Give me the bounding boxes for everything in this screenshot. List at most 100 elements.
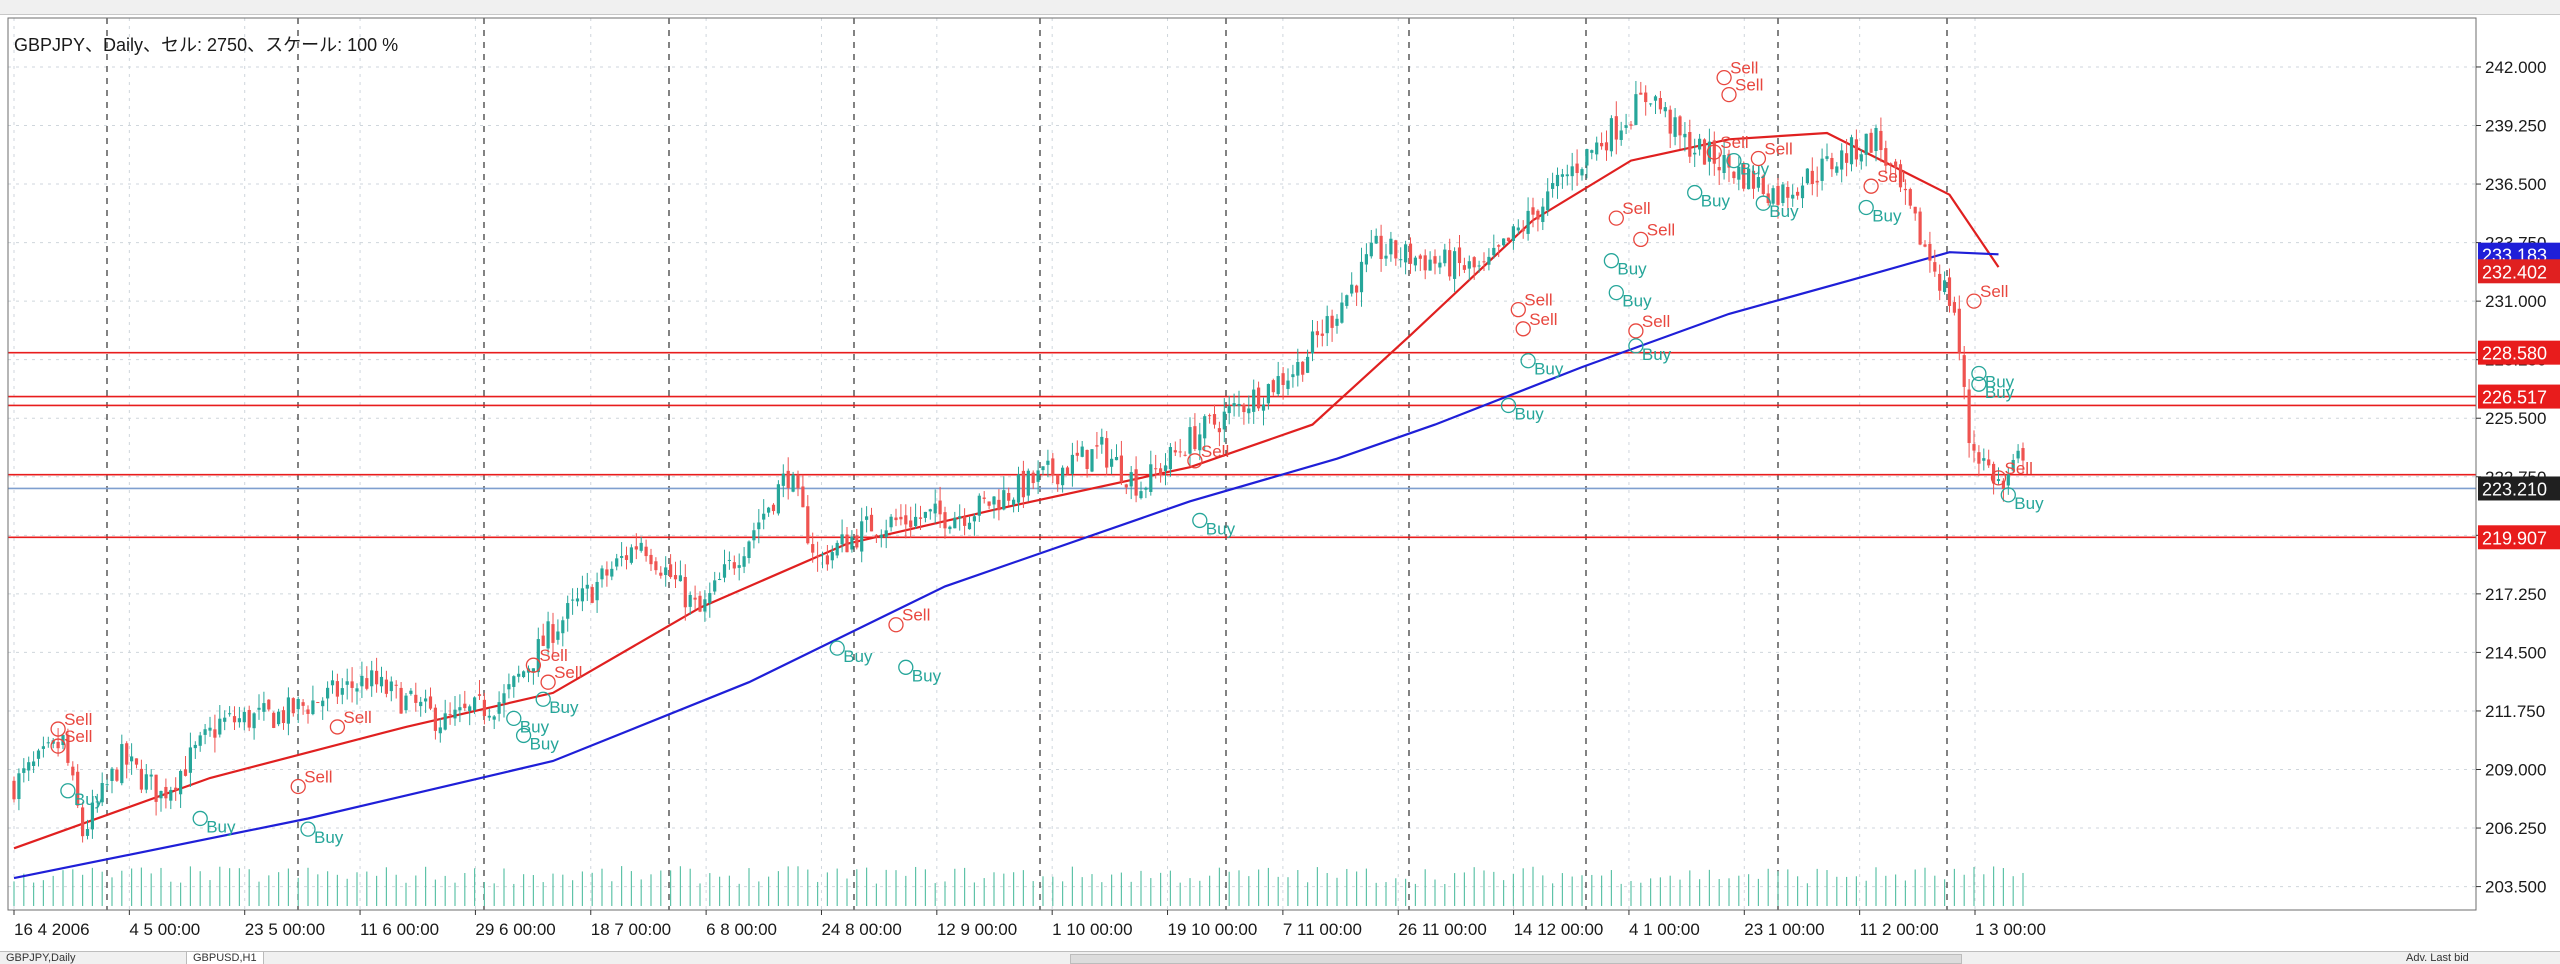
candle-body <box>1413 257 1417 266</box>
candle-body <box>629 547 633 563</box>
candle-body <box>644 546 648 557</box>
candle-body <box>1526 210 1530 234</box>
candle-body <box>1291 374 1295 378</box>
sell-signal-label: Sell <box>1730 59 1758 78</box>
buy-signal-marker <box>2000 487 2016 503</box>
buy-signal-label: Buy <box>1515 404 1545 423</box>
candle-body <box>1938 273 1942 291</box>
candle-body <box>1159 468 1163 475</box>
candle-body <box>2001 480 2005 490</box>
candles <box>12 80 2025 843</box>
candle-body <box>1536 210 1540 220</box>
candle-body <box>1144 487 1148 490</box>
buy-signal-label: Buy <box>1622 292 1652 311</box>
moving-averages <box>13 131 2000 880</box>
candle-body <box>1683 133 1687 138</box>
candle-body <box>649 554 653 565</box>
buy-signal-marker <box>1500 397 1517 414</box>
buy-signal-label: Buy <box>1872 206 1902 225</box>
candle-body <box>1678 116 1682 136</box>
candle-body <box>1737 166 1741 180</box>
candle-body <box>32 761 36 766</box>
candle-body <box>1212 414 1217 425</box>
candle-body <box>281 710 286 724</box>
level-price-tag-label: 226.517 <box>2482 388 2547 408</box>
buy-signal-marker <box>1726 152 1742 169</box>
level-price-tag-label: 219.907 <box>2482 528 2547 548</box>
candle-body <box>1203 416 1207 439</box>
candle-body <box>762 513 766 520</box>
candle-body <box>571 599 575 601</box>
buy-signal-label: Buy <box>1534 360 1564 379</box>
candle-body <box>193 744 197 749</box>
time-tick-label: 19 10 00:00 <box>1168 920 1258 939</box>
candle-body <box>771 504 776 512</box>
sell-signal-marker <box>1628 323 1644 339</box>
candle-body <box>100 783 104 803</box>
buy-signal-marker <box>192 810 208 827</box>
candle-body <box>1815 180 1819 183</box>
sell-signal-marker <box>1750 150 1767 167</box>
candle-body <box>1472 257 1476 268</box>
candle-body <box>1247 408 1251 414</box>
horizontal-levels[interactable] <box>8 351 2476 539</box>
candle-body <box>943 512 947 529</box>
tab-gbpusd-h1[interactable]: GBPUSD,H1 <box>186 952 264 964</box>
candle-body <box>1820 158 1824 181</box>
candle-body <box>972 516 976 522</box>
candle-body <box>884 530 888 537</box>
candle-body <box>1154 468 1158 470</box>
candle-body <box>1747 168 1751 190</box>
candle-body <box>1600 142 1604 147</box>
candle-body <box>61 734 65 745</box>
candle-body <box>1884 148 1888 166</box>
candle-body <box>1046 460 1050 465</box>
candle-body <box>213 729 217 738</box>
candle-body <box>492 716 496 720</box>
tab-gbpjpy-daily[interactable]: GBPJPY,Daily <box>6 952 76 964</box>
time-tick-label: 16 4 2006 <box>14 920 90 939</box>
candle-body <box>134 758 139 765</box>
candle-body <box>718 578 722 580</box>
candle-body <box>1374 235 1378 244</box>
sell-signal-label: Sell <box>2005 459 2033 478</box>
sell-signal-marker <box>1716 69 1732 86</box>
candle-body <box>737 565 741 568</box>
candle-body <box>1105 438 1109 468</box>
candle-body <box>463 703 467 709</box>
candle-body <box>1707 141 1711 162</box>
time-tick-label: 7 11 00:00 <box>1283 920 1362 939</box>
candle-body <box>1663 107 1667 112</box>
candle-body <box>948 526 952 530</box>
candle-body <box>296 698 300 710</box>
candle-body <box>1894 161 1898 168</box>
candle-body <box>840 534 844 545</box>
level-price-tag-label: 223.210 <box>2482 479 2547 499</box>
candle-body <box>399 687 403 714</box>
candle-body <box>370 670 374 687</box>
candle-body <box>1786 186 1790 198</box>
sell-signal-label: Sell <box>1877 167 1905 186</box>
sell-signal-marker <box>1515 321 1531 337</box>
candle-body <box>1859 154 1863 162</box>
buy-signal-marker <box>1687 184 1703 201</box>
candle-body <box>1864 133 1868 155</box>
moving-average-line <box>13 131 2000 850</box>
candle-body <box>747 541 751 558</box>
time-axis[interactable]: 16 4 2006 4 5 00:00 23 5 00:00 11 6 00:00 29… <box>13 910 2046 939</box>
candle-body <box>1168 447 1172 470</box>
candle-body <box>855 535 859 548</box>
candle-body <box>2006 474 2010 486</box>
candle-body <box>1658 98 1662 110</box>
candle-body <box>1222 411 1226 430</box>
candle-body <box>1261 404 1266 411</box>
candle-body <box>953 517 957 529</box>
advanced-last-bid-label[interactable]: Adv. Last bid <box>2406 952 2469 964</box>
candle-body <box>1364 254 1368 265</box>
candle-body <box>306 709 310 714</box>
sell-signal-marker <box>540 674 556 690</box>
candle-body <box>232 716 237 723</box>
candle-body <box>1408 243 1413 264</box>
candle-body <box>1124 484 1128 488</box>
